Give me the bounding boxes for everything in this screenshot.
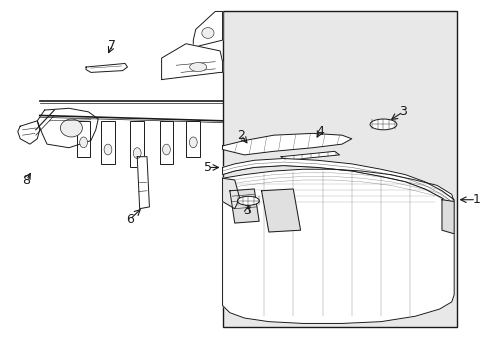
- Bar: [186, 121, 200, 157]
- Polygon shape: [261, 189, 300, 232]
- Polygon shape: [193, 12, 222, 47]
- Ellipse shape: [80, 137, 87, 148]
- Ellipse shape: [202, 28, 214, 39]
- Bar: [130, 121, 144, 167]
- Polygon shape: [161, 44, 222, 80]
- Ellipse shape: [189, 137, 197, 148]
- Ellipse shape: [133, 148, 141, 158]
- Text: 2: 2: [237, 129, 244, 142]
- Polygon shape: [281, 151, 339, 160]
- Ellipse shape: [237, 196, 259, 205]
- Text: 8: 8: [22, 174, 30, 186]
- Polygon shape: [222, 169, 453, 323]
- Bar: [222, 12, 456, 327]
- Polygon shape: [86, 63, 127, 72]
- Ellipse shape: [369, 119, 396, 130]
- Polygon shape: [222, 178, 239, 209]
- Text: 3: 3: [243, 204, 251, 217]
- Ellipse shape: [189, 63, 206, 72]
- Bar: [159, 121, 173, 164]
- Text: 5: 5: [203, 161, 211, 174]
- Polygon shape: [222, 158, 453, 207]
- Polygon shape: [229, 189, 259, 223]
- Polygon shape: [37, 108, 98, 148]
- Text: 4: 4: [316, 125, 324, 138]
- Text: 3: 3: [398, 105, 406, 118]
- Bar: [77, 121, 90, 157]
- Ellipse shape: [61, 119, 82, 137]
- Polygon shape: [441, 200, 453, 234]
- Ellipse shape: [104, 144, 112, 155]
- Polygon shape: [222, 134, 351, 155]
- Text: 1: 1: [471, 193, 479, 206]
- Text: 7: 7: [108, 39, 116, 52]
- Bar: [101, 121, 115, 164]
- Polygon shape: [18, 121, 40, 144]
- Ellipse shape: [162, 144, 170, 155]
- Text: 6: 6: [126, 213, 134, 226]
- Polygon shape: [137, 157, 149, 209]
